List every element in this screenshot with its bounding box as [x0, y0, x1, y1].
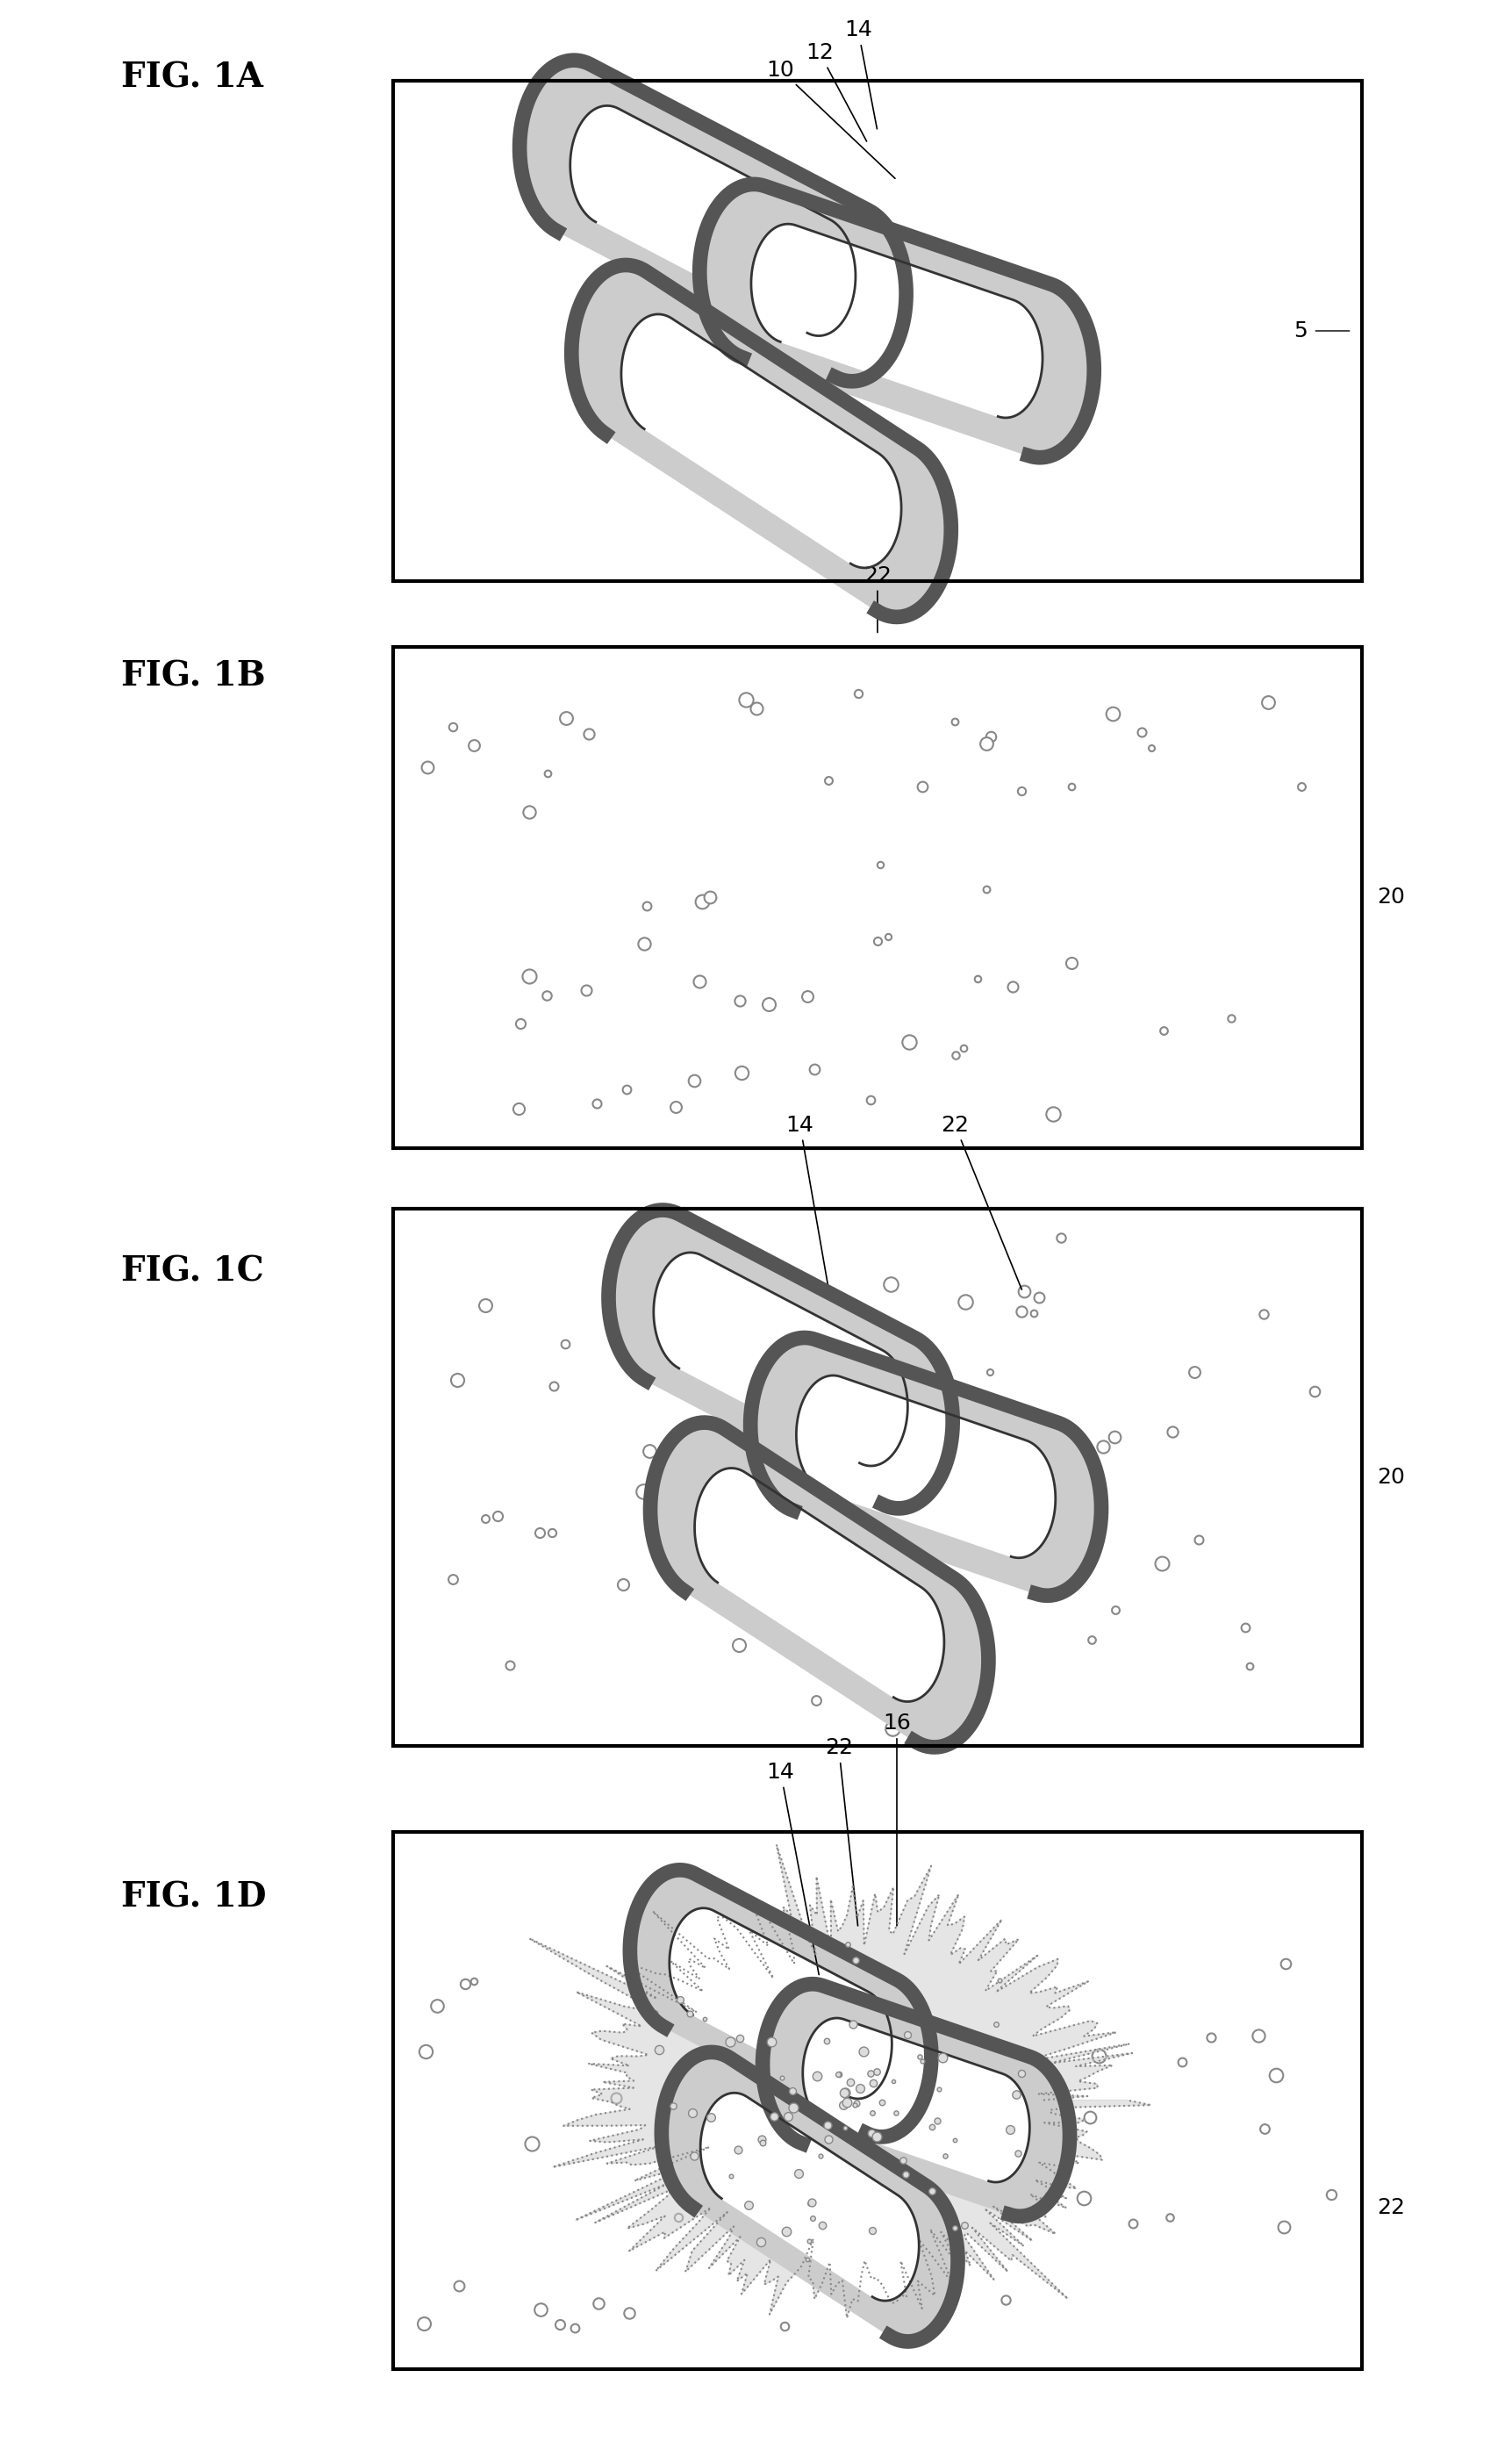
Text: FIG. 1D: FIG. 1D — [121, 1880, 266, 1915]
Polygon shape — [529, 1844, 1151, 2317]
Polygon shape — [803, 2017, 1030, 2183]
Bar — [393, 1832, 1361, 2369]
Text: FIG. 1A: FIG. 1A — [121, 61, 263, 95]
Text: 22: 22 — [863, 564, 891, 632]
Polygon shape — [629, 1871, 931, 2137]
Polygon shape — [608, 1211, 953, 1509]
Polygon shape — [572, 266, 951, 618]
Text: FIG. 1B: FIG. 1B — [121, 659, 265, 694]
Bar — [393, 1209, 1361, 1746]
Text: 20: 20 — [1376, 1468, 1403, 1487]
Polygon shape — [750, 225, 1042, 418]
Polygon shape — [699, 183, 1093, 457]
Text: 22: 22 — [1376, 2198, 1405, 2217]
Bar — [393, 81, 1361, 581]
Text: 12: 12 — [804, 42, 866, 142]
Polygon shape — [668, 1907, 892, 2098]
Polygon shape — [694, 1468, 943, 1702]
Polygon shape — [570, 105, 856, 337]
Polygon shape — [661, 2051, 957, 2342]
Polygon shape — [750, 1338, 1101, 1595]
Text: 14: 14 — [767, 1761, 818, 1976]
Text: 14: 14 — [786, 1114, 829, 1289]
Polygon shape — [621, 315, 901, 569]
Bar — [393, 647, 1361, 1148]
Polygon shape — [650, 1424, 987, 1746]
Text: 5: 5 — [1293, 320, 1306, 342]
Polygon shape — [795, 1375, 1055, 1558]
Text: FIG. 1C: FIG. 1C — [121, 1255, 263, 1289]
Polygon shape — [653, 1253, 907, 1465]
Text: 14: 14 — [844, 20, 877, 129]
Text: 16: 16 — [883, 1712, 910, 1927]
Text: 22: 22 — [940, 1114, 1021, 1289]
Polygon shape — [519, 61, 906, 381]
Polygon shape — [700, 2093, 918, 2300]
Text: 10: 10 — [767, 59, 895, 178]
Text: 20: 20 — [1376, 886, 1403, 908]
Text: 22: 22 — [824, 1736, 857, 1927]
Polygon shape — [762, 1983, 1069, 2217]
